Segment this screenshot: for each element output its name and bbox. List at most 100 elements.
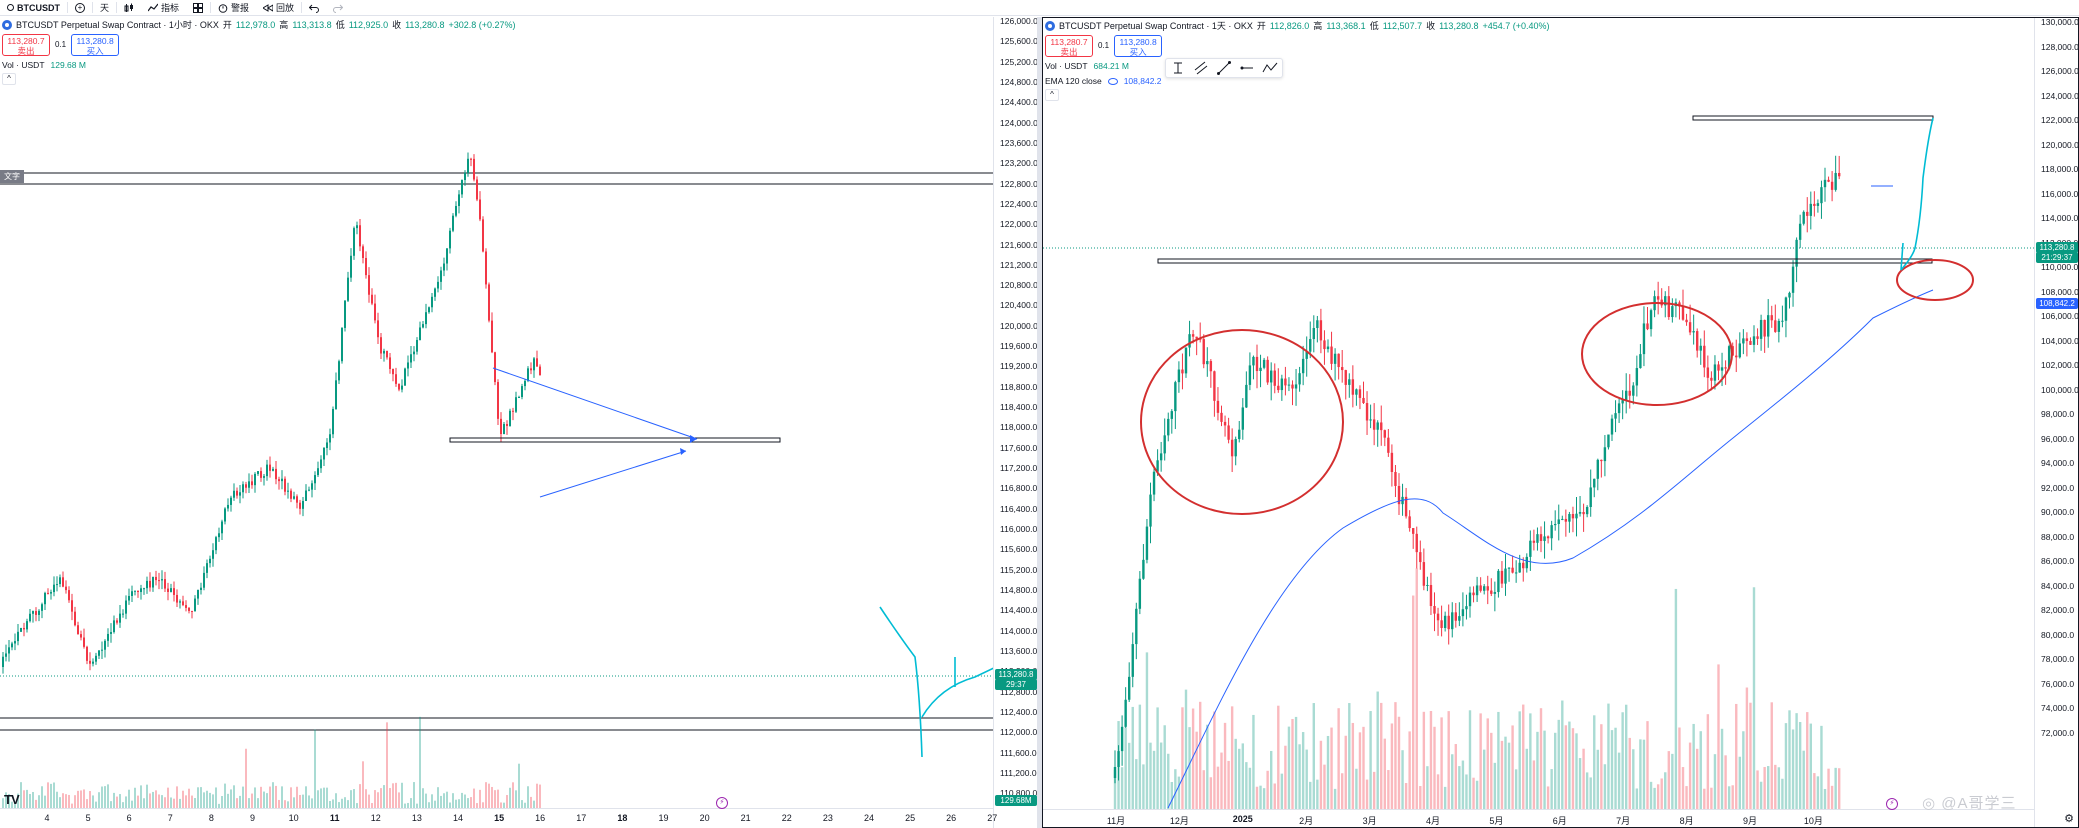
volume-bar [299, 794, 301, 808]
volume-bar [65, 794, 67, 808]
volume-bar [1550, 769, 1553, 809]
redo-icon [333, 4, 344, 13]
volume-bar [77, 790, 79, 808]
candle-body [1259, 367, 1262, 372]
candle-body [1699, 345, 1702, 351]
volume-bar [521, 800, 523, 808]
jump-to-realtime-icon[interactable]: ⚡ [716, 797, 728, 809]
legend-title-row: BTCUSDT Perpetual Swap Contract · 1天 · O… [1045, 20, 1550, 32]
volume-bar [1195, 731, 1198, 809]
replay-button[interactable]: 回放 [256, 0, 301, 16]
sell-button[interactable]: 113,280.7 卖出 [1045, 35, 1093, 57]
volume-bar [1834, 767, 1837, 809]
volume-bar [161, 795, 163, 808]
parallel-channel-icon[interactable] [1193, 60, 1209, 76]
candle-body [104, 640, 106, 650]
candle-body [1419, 552, 1422, 563]
volume-bar [245, 748, 247, 808]
ema-legend[interactable]: EMA 120 close 108,842.2 [1045, 75, 1550, 87]
path-icon[interactable] [1262, 60, 1278, 76]
candle-body [1344, 370, 1347, 385]
chart-pane-1h[interactable]: BTCUSDT Perpetual Swap Contract · 1小时 · … [0, 17, 1037, 828]
price-tick-label: 116,000.0 [2041, 188, 2079, 199]
candle-body [530, 368, 532, 371]
candle-body [197, 589, 199, 599]
volume-bar [1372, 771, 1376, 809]
volume-legend[interactable]: Vol · USDT 684.21 M [1045, 60, 1550, 72]
compare-button[interactable]: + [68, 0, 92, 16]
ema-price-tag[interactable]: 108,842.2 [2036, 298, 2078, 309]
volume-bar [290, 787, 292, 808]
candle-body [89, 660, 91, 664]
candle-body [1813, 203, 1816, 206]
volume-legend[interactable]: Vol · USDT 129.68 M [2, 59, 516, 71]
candle-body [368, 275, 370, 295]
chart-type-button[interactable] [117, 0, 141, 16]
last-price-tag[interactable]: 113,280.8 [995, 669, 1037, 680]
buy-button[interactable]: 113,280.8 买入 [71, 34, 120, 56]
volume-bar [1529, 713, 1532, 809]
volume-tag[interactable]: 129.68M [995, 795, 1037, 806]
volume-bar [1284, 745, 1287, 809]
volume-bar [1468, 710, 1472, 809]
collapse-legend-button[interactable]: ^ [1045, 89, 1059, 101]
chart-pane-1d[interactable]: BTCUSDT Perpetual Swap Contract · 1天 · O… [1042, 17, 2079, 828]
candle-body [422, 324, 424, 328]
interval-button[interactable]: 天 [93, 0, 116, 16]
volume-bar [320, 788, 322, 808]
volume-bar [200, 787, 202, 808]
text-annotation-label[interactable]: 文字 [0, 170, 24, 183]
candle-body [1557, 519, 1560, 525]
volume-bar [1756, 770, 1759, 809]
volume-bar [1777, 767, 1781, 809]
candle-body [1802, 211, 1805, 224]
volume-bar [251, 793, 253, 808]
candle-body [1664, 296, 1667, 306]
buy-button[interactable]: 113,280.8 买入 [1114, 35, 1163, 57]
time-axis-1h[interactable]: 4 5 6 7 8 9 10 11 12 13 14 15 16 17 18 19 20 21 22 23 24 25 26… [0, 808, 997, 828]
price-axis-1h[interactable]: 126,000.0 125,600.0 125,200.0 124,800.0 124,… [993, 17, 1037, 828]
volume-bar [500, 802, 502, 808]
gear-icon[interactable]: ⚙ [2064, 813, 2074, 825]
countdown-tag[interactable]: 29:37 [995, 679, 1037, 690]
volume-bar [1696, 748, 1699, 809]
symbol-search[interactable]: BTCUSDT [0, 0, 67, 16]
indicators-button[interactable]: 指标 [141, 0, 186, 16]
open-label: 开 [222, 20, 232, 30]
chart-title[interactable]: BTCUSDT Perpetual Swap Contract · 1小时 · … [16, 20, 219, 30]
cursor-text-icon[interactable] [1170, 60, 1186, 76]
tradingview-logo[interactable]: TV [4, 792, 20, 807]
volume-bar [1525, 748, 1528, 809]
price-tick-label: 112,000.0 [1000, 727, 1037, 738]
last-price-tag[interactable]: 113,280.8 [2036, 242, 2078, 253]
price-tick-label: 111,200.0 [1000, 767, 1037, 778]
undo-button[interactable] [302, 0, 326, 16]
chart-title[interactable]: BTCUSDT Perpetual Swap Contract · 1天 · O… [1059, 21, 1253, 31]
redo-button[interactable] [326, 0, 350, 16]
layout-button[interactable] [186, 0, 210, 16]
volume-bar [143, 798, 145, 808]
price-axis-1d[interactable]: 130,000.0 128,000.0 126,000.0 124,000.0 122,… [2034, 18, 2079, 827]
candle-body [11, 643, 13, 648]
eye-icon[interactable] [1107, 77, 1118, 85]
jump-to-realtime-icon[interactable]: ⚡ [1886, 798, 1898, 810]
price-chart-1h[interactable] [0, 17, 993, 808]
collapse-legend-button[interactable]: ^ [2, 73, 16, 85]
low-label: 低 [335, 20, 345, 30]
candle-body [1625, 390, 1628, 401]
volume-bar [1333, 788, 1337, 809]
time-axis-1d[interactable]: 11月 12月 2025 2月 3月 4月 5月 6月 7月 8月 9月 10月 [1043, 809, 2034, 827]
alerts-button[interactable]: 警报 [211, 0, 256, 16]
pane-divider[interactable] [1037, 17, 1042, 828]
sell-button[interactable]: 113,280.7 卖出 [2, 34, 50, 56]
candle-body [1124, 699, 1127, 727]
candle-body [338, 361, 340, 381]
countdown-tag[interactable]: 21:29:37 [2036, 252, 2078, 263]
trend-line-icon[interactable] [1216, 60, 1232, 76]
candle-body [1177, 369, 1181, 383]
volume-bar [1255, 786, 1259, 809]
horizontal-ray-icon[interactable] [1239, 60, 1255, 76]
price-chart-1d[interactable] [1043, 18, 2034, 809]
candle-body [1667, 296, 1670, 318]
volume-bar [1543, 730, 1546, 809]
